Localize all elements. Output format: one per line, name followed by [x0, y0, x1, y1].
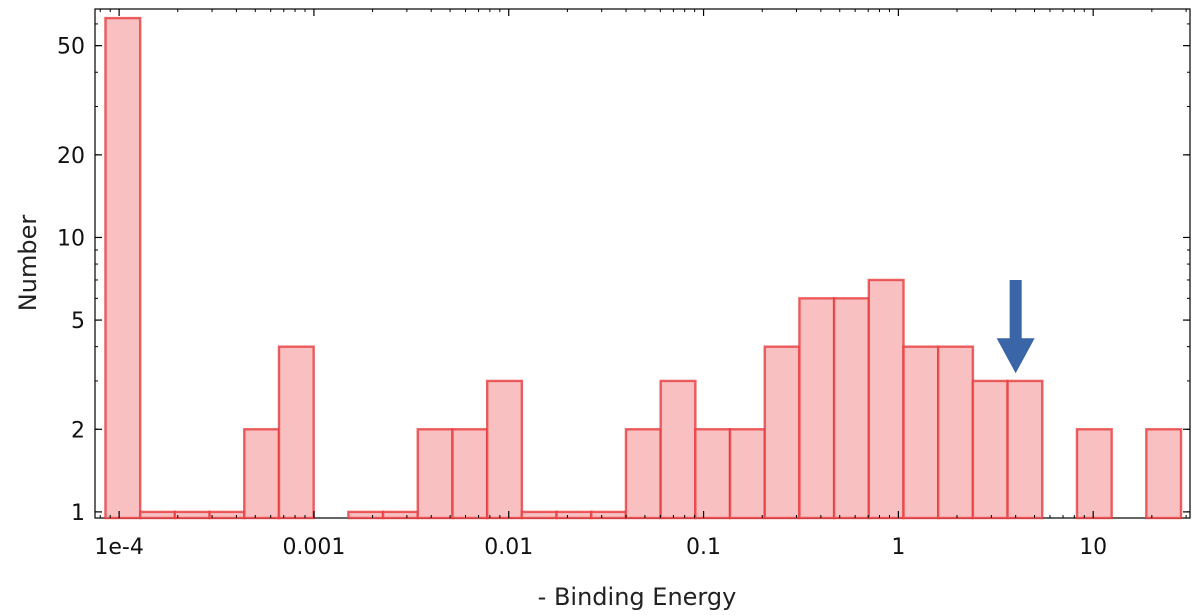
histogram-bar-20: [798, 297, 836, 520]
histogram-bar-7: [347, 510, 385, 520]
y-tick-label: 1: [71, 501, 85, 526]
histogram-bar-10: [451, 428, 489, 520]
histogram-bar-15: [624, 428, 662, 520]
histogram-bar-18: [728, 428, 766, 520]
axis-ticks-group: 1e-4 0.001 0.01 0.1 1 10 1 2 5 10 20 50: [57, 9, 1190, 560]
histogram-bar-2: [138, 510, 177, 520]
y-tick-label: 50: [57, 35, 85, 60]
y-tick-label: 10: [57, 226, 85, 251]
histogram-bar-13: [555, 510, 593, 520]
histogram-bar-19: [763, 345, 801, 520]
histogram-bar-6: [277, 345, 315, 520]
histogram-bar-22: [867, 278, 905, 520]
histogram-bar-3: [173, 510, 211, 520]
histogram-bar-21: [832, 297, 871, 520]
histogram-bar-1: [104, 16, 142, 520]
histogram-bar-16: [659, 379, 697, 520]
x-tick-label: 1: [891, 535, 905, 560]
y-tick-label: 20: [57, 144, 85, 169]
annotation-group: [996, 279, 1035, 374]
histogram-bar-23: [902, 345, 940, 520]
histogram-bar-9: [416, 428, 454, 520]
histogram-bar-14: [590, 510, 628, 520]
histogram-bar-24: [936, 345, 975, 520]
x-tick-label: 0.001: [282, 535, 345, 560]
y-tick-label: 5: [71, 309, 85, 334]
histogram-bar-26: [1006, 379, 1044, 520]
x-tick-label: 0.01: [484, 535, 533, 560]
x-tick-label: 1e-4: [94, 535, 143, 560]
histogram-bar-28: [1145, 428, 1183, 520]
x-tick-label: 10: [1079, 535, 1107, 560]
x-tick-label: 0.1: [686, 535, 721, 560]
histogram-bar-12: [520, 510, 558, 520]
histogram-bar-11: [485, 379, 524, 520]
histogram-bar-8: [381, 510, 419, 520]
y-axis-title: Number: [14, 215, 42, 312]
x-axis-title: - Binding Energy: [538, 583, 737, 611]
histogram-bar-4: [208, 510, 246, 520]
y-tick-label: 2: [71, 418, 85, 443]
histogram-bar-5: [243, 428, 281, 520]
histogram-bar-27: [1075, 428, 1113, 520]
histogram-bar-17: [694, 428, 732, 520]
down-arrow-marker: [996, 279, 1035, 374]
bars-group: [104, 16, 1183, 520]
histogram-bar-25: [971, 379, 1009, 520]
